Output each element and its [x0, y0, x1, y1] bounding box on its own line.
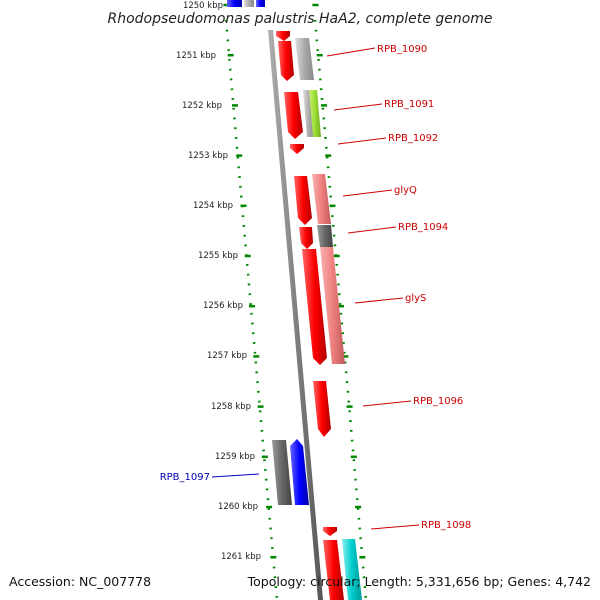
gene-red-1096: [313, 381, 331, 437]
leader-line: [370, 524, 420, 530]
scale-label: 1257 kbp: [207, 351, 247, 361]
gene-red-1090: [278, 41, 294, 81]
gene-blue-partial-2: [256, 0, 265, 7]
gene-red-1098: [323, 540, 344, 600]
gene-pink-glyS: [320, 247, 345, 364]
leader-line: [362, 400, 412, 407]
scale-label: 1252 kbp: [182, 101, 222, 111]
scale-label: 1260 kbp: [218, 502, 258, 512]
gene-label-RPB_1092[interactable]: RPB_1092: [388, 133, 438, 144]
gene-red-1094: [299, 227, 313, 249]
scale-label: 1254 kbp: [193, 201, 233, 211]
gene-pink-glyQ: [312, 174, 331, 224]
gene-gray-partial: [244, 0, 254, 7]
map-title: Rhodopseudomonas palustris HaA2, complet…: [107, 11, 492, 27]
gene-darkgray-1097: [272, 440, 292, 505]
gene-cyan-1098: [342, 539, 362, 600]
gene-label-RPB_1098[interactable]: RPB_1098: [421, 520, 471, 531]
leader-line: [333, 103, 383, 111]
gene-partial-top: [227, 0, 265, 7]
scale-label: 1251 kbp: [176, 51, 216, 61]
scale-arc-right: [313, 19, 368, 600]
gene-label-glyQ[interactable]: glyQ: [394, 185, 417, 196]
leader-line: [326, 47, 376, 57]
leader-line: [347, 226, 397, 234]
leader-line: [354, 297, 404, 304]
gene-label-RPB_1094[interactable]: RPB_1094: [398, 222, 448, 233]
gene-label-RPB_1090[interactable]: RPB_1090: [377, 44, 427, 55]
gene-labels: RPB_1090 RPB_1091 RPB_1092 glyQ RPB_1094…: [160, 44, 472, 531]
leader-line: [337, 137, 387, 145]
genome-axis: [268, 30, 323, 600]
gene-red-1091: [284, 92, 303, 139]
scale-label: 1255 kbp: [198, 251, 238, 261]
scale-label: 1259 kbp: [215, 452, 255, 462]
leader-line: [211, 473, 260, 478]
scale-label: 1261 kbp: [221, 552, 261, 562]
gene-label-RPB_1096[interactable]: RPB_1096: [413, 396, 463, 407]
gene-red-arrow-1090a: [276, 31, 290, 41]
genome-summary-text: Topology: circular; Length: 5,331,656 bp…: [247, 574, 591, 589]
gene-lime-1091: [309, 90, 321, 137]
gene-gray-1090: [295, 38, 314, 80]
gene-red-glyS: [302, 249, 327, 365]
scale-label: 1253 kbp: [188, 151, 228, 161]
leader-line: [342, 189, 393, 197]
gene-red-glyQ: [294, 176, 312, 225]
accession-text: Accession: NC_007778: [9, 574, 151, 589]
gene-red-1092: [290, 144, 304, 154]
gene-red-arrow-1098: [323, 527, 337, 536]
gene-label-RPB_1091[interactable]: RPB_1091: [384, 99, 434, 110]
gene-gray-1094: [317, 225, 333, 247]
scale-label: 1250 kbp: [183, 1, 223, 11]
gene-label-RPB_1097[interactable]: RPB_1097: [160, 472, 210, 483]
scale-labels: 1250 kbp 1251 kbp 1252 kbp 1253 kbp 1254…: [176, 1, 261, 562]
scale-arc-left: [224, 19, 279, 600]
genes: [272, 31, 362, 600]
gene-label-glyS[interactable]: glyS: [405, 293, 426, 304]
gene-blue-1097: [290, 439, 309, 505]
gene-blue-partial: [227, 0, 242, 7]
scale-label: 1258 kbp: [211, 402, 251, 412]
scale-label: 1256 kbp: [203, 301, 243, 311]
